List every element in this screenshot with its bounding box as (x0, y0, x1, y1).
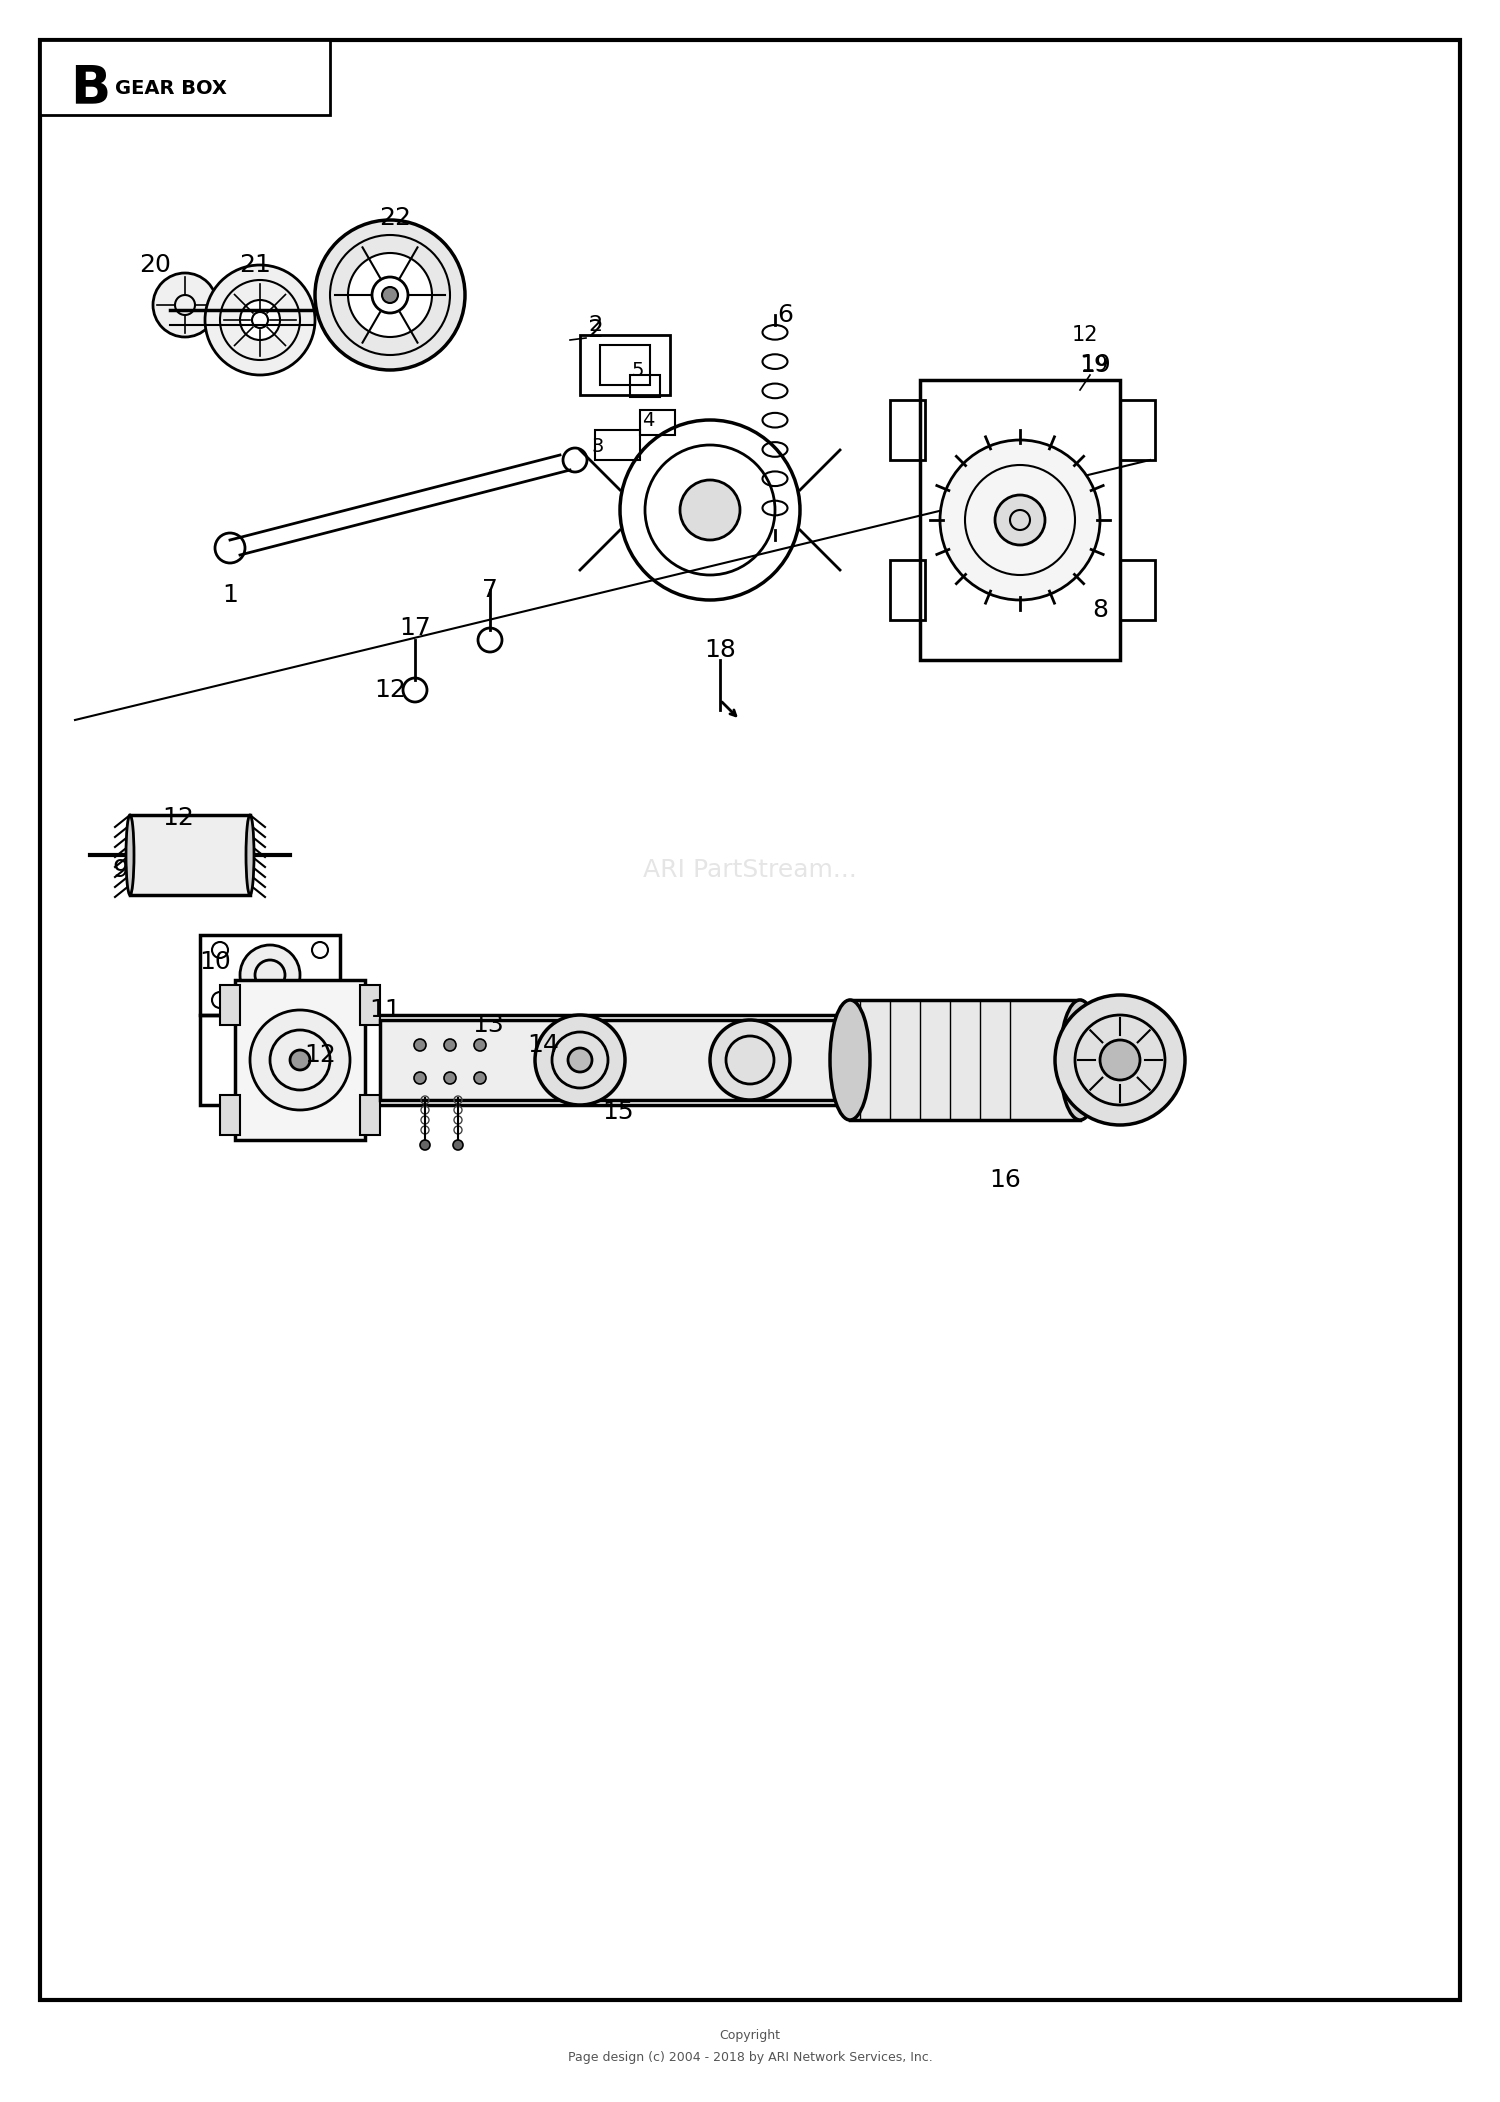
Circle shape (414, 1072, 426, 1085)
Text: 19: 19 (1082, 355, 1108, 374)
Ellipse shape (830, 1001, 870, 1120)
Bar (1120, 399, 1155, 460)
Bar (920, 380, 1120, 660)
Circle shape (382, 288, 398, 303)
Circle shape (290, 1051, 310, 1070)
Bar (890, 559, 926, 620)
Circle shape (568, 1049, 592, 1072)
Text: 8: 8 (1092, 597, 1108, 622)
Text: 12: 12 (1071, 326, 1098, 345)
Text: 14: 14 (526, 1032, 560, 1057)
Ellipse shape (246, 816, 254, 895)
Text: B: B (70, 61, 111, 114)
Bar (236, 980, 364, 1139)
Text: 12: 12 (374, 679, 406, 702)
Bar (360, 1095, 380, 1135)
Text: ARI PartStream...: ARI PartStream... (644, 858, 856, 883)
Text: 13: 13 (472, 1013, 504, 1036)
Text: 22: 22 (380, 206, 411, 229)
Circle shape (153, 273, 218, 336)
Text: 6: 6 (777, 303, 794, 328)
Bar (360, 986, 380, 1026)
Text: 15: 15 (602, 1099, 634, 1125)
Bar (220, 986, 240, 1026)
Text: GEAR BOX: GEAR BOX (116, 78, 226, 97)
Bar (630, 374, 660, 397)
Circle shape (680, 479, 740, 540)
Circle shape (348, 252, 432, 336)
Circle shape (414, 1038, 426, 1051)
Text: Copyright: Copyright (720, 2028, 780, 2041)
Text: 12: 12 (304, 1043, 336, 1068)
Bar (596, 431, 640, 460)
Text: 2: 2 (588, 315, 602, 334)
Text: 17: 17 (399, 616, 430, 639)
Text: 10: 10 (200, 950, 231, 973)
Text: 20: 20 (140, 252, 171, 277)
Text: 11: 11 (369, 998, 400, 1022)
Bar (600, 345, 650, 385)
Circle shape (994, 494, 1045, 544)
Circle shape (940, 439, 1100, 599)
Circle shape (240, 946, 300, 1005)
Circle shape (444, 1038, 456, 1051)
Text: 21: 21 (238, 252, 272, 277)
Bar (890, 399, 926, 460)
Circle shape (251, 1009, 350, 1110)
Text: 3: 3 (592, 437, 604, 456)
Ellipse shape (126, 816, 134, 895)
Bar (580, 334, 670, 395)
Text: 16: 16 (988, 1169, 1022, 1192)
Text: Page design (c) 2004 - 2018 by ARI Network Services, Inc.: Page design (c) 2004 - 2018 by ARI Netwo… (567, 2052, 933, 2064)
Bar (380, 1019, 960, 1099)
Circle shape (474, 1038, 486, 1051)
Bar (850, 1001, 1080, 1120)
Circle shape (206, 265, 315, 374)
Circle shape (1100, 1040, 1140, 1080)
Ellipse shape (1060, 1001, 1100, 1120)
Circle shape (240, 301, 280, 341)
Circle shape (453, 1139, 464, 1150)
Bar (130, 816, 251, 895)
Text: 1: 1 (222, 582, 238, 607)
Text: 19: 19 (1078, 353, 1112, 376)
Bar (220, 1095, 240, 1135)
Circle shape (420, 1139, 430, 1150)
Text: 2: 2 (586, 317, 603, 343)
Text: 18: 18 (704, 639, 736, 662)
Text: 5: 5 (632, 362, 645, 380)
Bar (200, 1015, 1060, 1106)
Bar (640, 410, 675, 435)
Circle shape (474, 1072, 486, 1085)
Text: 9: 9 (112, 858, 128, 883)
Text: 7: 7 (482, 578, 498, 601)
Circle shape (536, 1015, 626, 1106)
Bar (40, 40, 330, 116)
Circle shape (1054, 994, 1185, 1125)
Text: 12: 12 (162, 805, 194, 830)
Circle shape (444, 1072, 456, 1085)
Circle shape (710, 1019, 791, 1099)
Circle shape (315, 221, 465, 370)
Bar (1120, 559, 1155, 620)
Bar (200, 935, 340, 1015)
Text: 4: 4 (642, 410, 654, 429)
